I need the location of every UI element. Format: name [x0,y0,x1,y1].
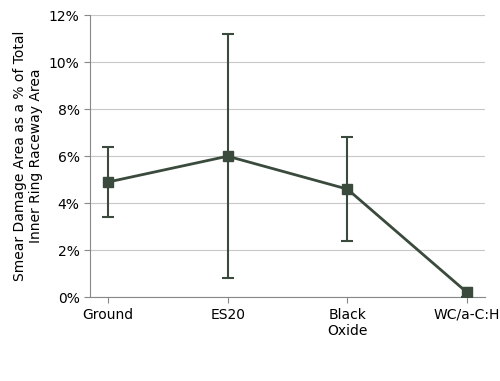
Y-axis label: Smear Damage Area as a % of Total
Inner Ring Raceway Area: Smear Damage Area as a % of Total Inner … [13,31,44,282]
